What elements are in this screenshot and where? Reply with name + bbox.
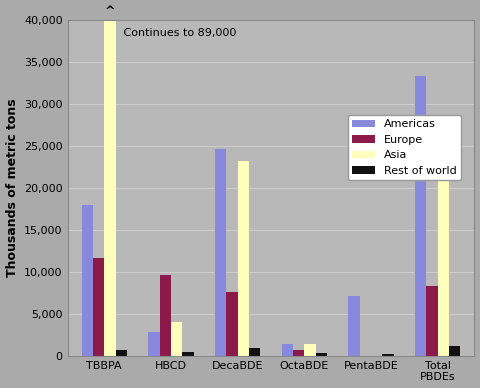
Bar (293, 350, 304, 356)
Bar (415, 76, 426, 356)
Bar (160, 275, 171, 356)
Y-axis label: Thousands of metric tons: Thousands of metric tons (6, 99, 19, 277)
Legend: Americas, Europe, Asia, Rest of world: Americas, Europe, Asia, Rest of world (348, 115, 461, 180)
Bar (316, 353, 327, 356)
Bar (116, 350, 127, 356)
Text: Continues to 89,000: Continues to 89,000 (120, 28, 236, 38)
Bar (104, 20, 116, 356)
Bar (82, 205, 93, 356)
Bar (148, 333, 160, 356)
Bar (304, 344, 316, 356)
Bar (238, 161, 249, 356)
Bar (282, 344, 293, 356)
Text: ^: ^ (105, 5, 115, 18)
Bar (426, 286, 438, 356)
Bar (215, 149, 227, 356)
Bar (383, 354, 394, 356)
Bar (93, 258, 104, 356)
Bar (348, 296, 360, 356)
Bar (171, 322, 182, 356)
Bar (249, 348, 260, 356)
Bar (449, 346, 460, 356)
Bar (182, 352, 193, 356)
Bar (438, 149, 449, 356)
Bar (227, 292, 238, 356)
